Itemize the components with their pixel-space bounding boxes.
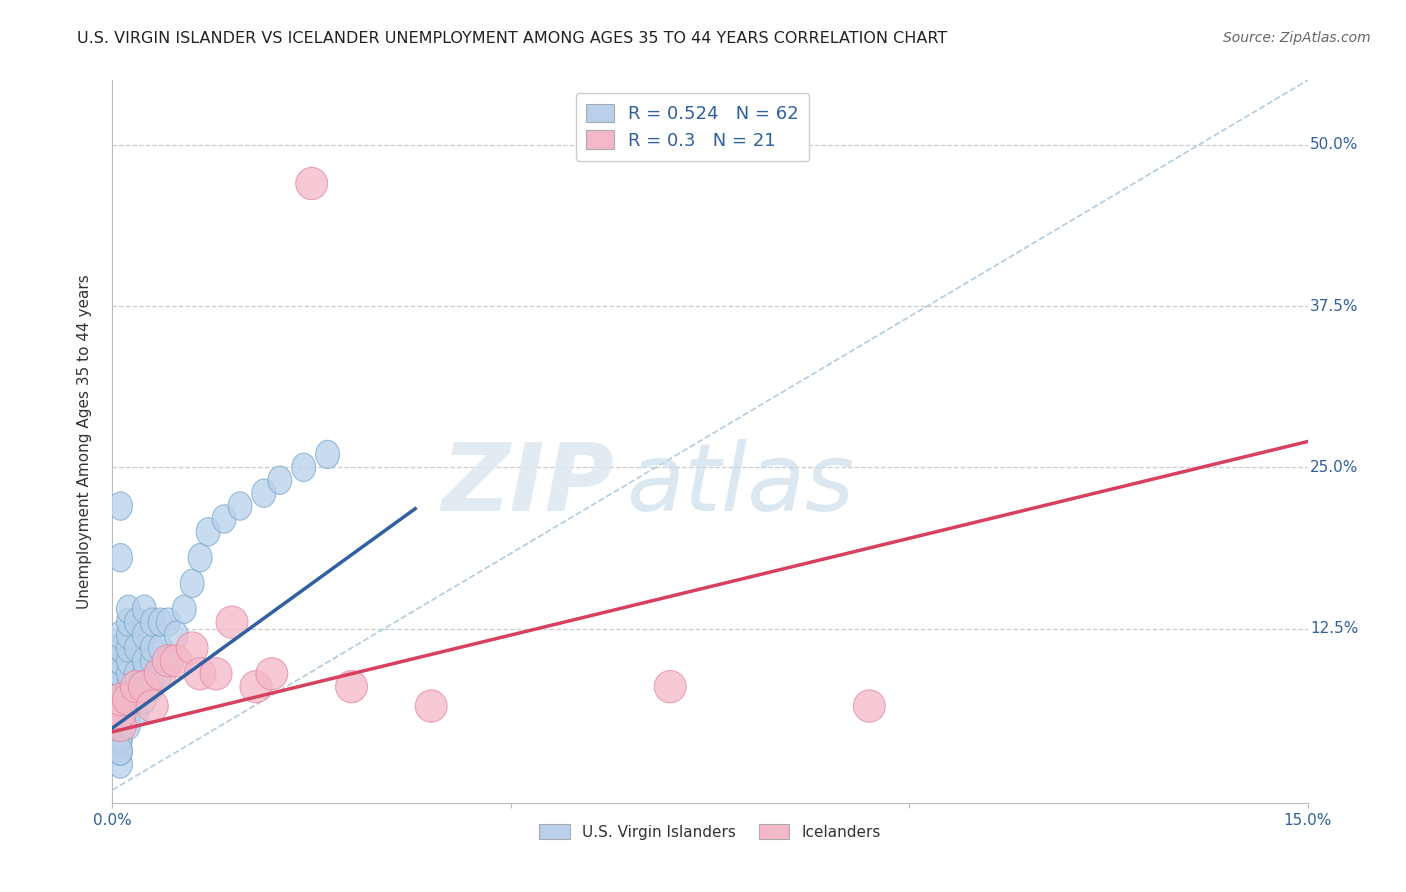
Ellipse shape — [132, 647, 156, 675]
Ellipse shape — [117, 634, 141, 662]
Ellipse shape — [269, 466, 292, 494]
Ellipse shape — [212, 505, 236, 533]
Ellipse shape — [256, 657, 288, 690]
Ellipse shape — [149, 659, 173, 688]
Ellipse shape — [108, 491, 132, 520]
Ellipse shape — [108, 673, 132, 701]
Ellipse shape — [108, 647, 132, 675]
Ellipse shape — [108, 659, 132, 688]
Ellipse shape — [117, 673, 141, 701]
Ellipse shape — [108, 634, 132, 662]
Ellipse shape — [132, 659, 156, 688]
Ellipse shape — [160, 645, 193, 677]
Ellipse shape — [117, 647, 141, 675]
Ellipse shape — [149, 634, 173, 662]
Ellipse shape — [108, 724, 132, 753]
Ellipse shape — [132, 595, 156, 624]
Ellipse shape — [124, 634, 149, 662]
Ellipse shape — [112, 683, 145, 715]
Ellipse shape — [117, 621, 141, 649]
Text: Source: ZipAtlas.com: Source: ZipAtlas.com — [1223, 31, 1371, 45]
Ellipse shape — [176, 632, 208, 665]
Ellipse shape — [108, 698, 132, 727]
Ellipse shape — [104, 697, 136, 729]
Ellipse shape — [132, 685, 156, 714]
Text: 12.5%: 12.5% — [1310, 621, 1358, 636]
Ellipse shape — [124, 698, 149, 727]
Ellipse shape — [228, 491, 252, 520]
Ellipse shape — [117, 608, 141, 636]
Text: ZIP: ZIP — [441, 439, 614, 531]
Text: 50.0%: 50.0% — [1310, 137, 1358, 153]
Ellipse shape — [108, 711, 132, 739]
Ellipse shape — [197, 517, 221, 546]
Ellipse shape — [108, 685, 132, 714]
Ellipse shape — [108, 621, 132, 649]
Ellipse shape — [141, 608, 165, 636]
Ellipse shape — [252, 479, 276, 508]
Ellipse shape — [180, 569, 204, 598]
Ellipse shape — [121, 671, 152, 703]
Text: atlas: atlas — [627, 440, 855, 531]
Ellipse shape — [124, 608, 149, 636]
Ellipse shape — [132, 621, 156, 649]
Ellipse shape — [104, 709, 136, 741]
Ellipse shape — [128, 671, 160, 703]
Ellipse shape — [108, 685, 132, 714]
Ellipse shape — [117, 698, 141, 727]
Ellipse shape — [152, 645, 184, 677]
Ellipse shape — [292, 453, 316, 482]
Ellipse shape — [141, 634, 165, 662]
Ellipse shape — [145, 657, 176, 690]
Text: 25.0%: 25.0% — [1310, 460, 1358, 475]
Ellipse shape — [108, 543, 132, 572]
Ellipse shape — [108, 698, 132, 727]
Ellipse shape — [415, 690, 447, 723]
Ellipse shape — [108, 750, 132, 779]
Text: 37.5%: 37.5% — [1310, 299, 1358, 314]
Ellipse shape — [156, 608, 180, 636]
Ellipse shape — [141, 673, 165, 701]
Ellipse shape — [173, 595, 197, 624]
Legend: U.S. Virgin Islanders, Icelanders: U.S. Virgin Islanders, Icelanders — [533, 818, 887, 846]
Ellipse shape — [136, 690, 169, 723]
Ellipse shape — [184, 657, 217, 690]
Ellipse shape — [104, 683, 136, 715]
Ellipse shape — [117, 685, 141, 714]
Ellipse shape — [108, 724, 132, 753]
Ellipse shape — [200, 657, 232, 690]
Ellipse shape — [156, 647, 180, 675]
Ellipse shape — [108, 711, 132, 739]
Ellipse shape — [108, 737, 132, 765]
Ellipse shape — [117, 595, 141, 624]
Ellipse shape — [217, 606, 247, 639]
Ellipse shape — [108, 737, 132, 765]
Ellipse shape — [165, 621, 188, 649]
Ellipse shape — [295, 168, 328, 200]
Ellipse shape — [336, 671, 367, 703]
Ellipse shape — [117, 711, 141, 739]
Ellipse shape — [240, 671, 271, 703]
Ellipse shape — [124, 673, 149, 701]
Ellipse shape — [188, 543, 212, 572]
Ellipse shape — [108, 634, 132, 662]
Ellipse shape — [108, 659, 132, 688]
Ellipse shape — [654, 671, 686, 703]
Ellipse shape — [108, 673, 132, 701]
Ellipse shape — [141, 647, 165, 675]
Ellipse shape — [149, 608, 173, 636]
Y-axis label: Unemployment Among Ages 35 to 44 years: Unemployment Among Ages 35 to 44 years — [77, 274, 91, 609]
Ellipse shape — [853, 690, 886, 723]
Ellipse shape — [117, 659, 141, 688]
Ellipse shape — [316, 441, 340, 468]
Ellipse shape — [108, 647, 132, 675]
Text: U.S. VIRGIN ISLANDER VS ICELANDER UNEMPLOYMENT AMONG AGES 35 TO 44 YEARS CORRELA: U.S. VIRGIN ISLANDER VS ICELANDER UNEMPL… — [77, 31, 948, 46]
Ellipse shape — [124, 659, 149, 688]
